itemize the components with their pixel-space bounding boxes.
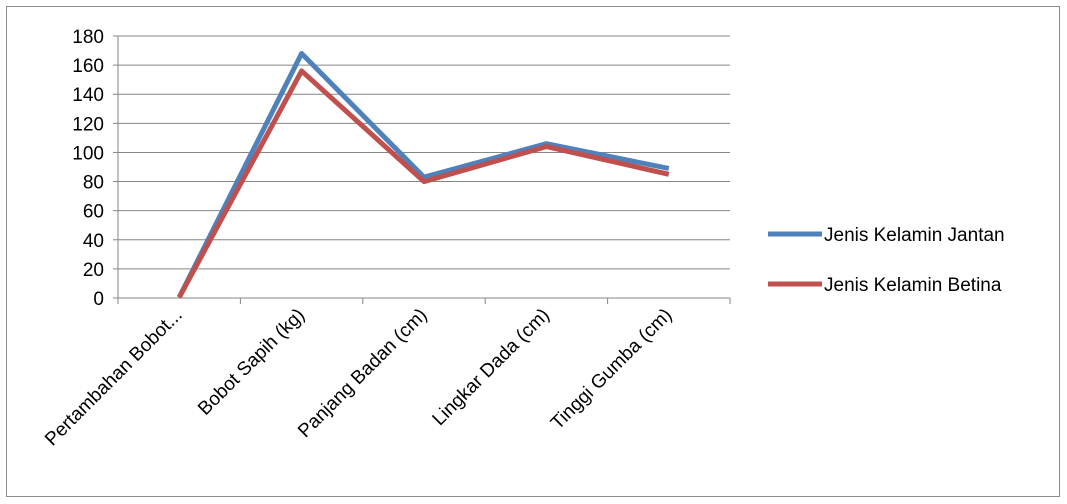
- x-tick-label: Tinggi Gumba (cm): [547, 305, 676, 434]
- legend-label: Jenis Kelamin Betina: [824, 275, 1002, 296]
- x-axis-ticks: Pertambahan Bobot... Bobot Sapih (kg)Panj…: [41, 298, 731, 451]
- y-tick-label: 0: [93, 289, 104, 310]
- y-tick-label: 60: [83, 202, 104, 223]
- y-tick-label: 140: [72, 85, 104, 106]
- y-tick-label: 120: [72, 114, 104, 135]
- y-tick-label: 40: [83, 231, 104, 252]
- line-chart: 0 20 40 60 80 100 120 140 160 180 Pertambahan Bob…: [41, 27, 1005, 451]
- x-tick-label: Bobot Sapih (kg): [194, 305, 309, 420]
- series-line-betina: [177, 68, 670, 299]
- chart-frame: 0 20 40 60 80 100 120 140 160 180 Pertambahan Bob…: [6, 6, 1060, 497]
- y-tick-label: 160: [72, 56, 104, 77]
- y-tick-label: 20: [83, 260, 104, 281]
- legend: Jenis Kelamin Jantan Jenis Kelamin Betina: [768, 225, 1005, 296]
- series-line-jantan: [176, 50, 670, 299]
- y-axis-ticks: 0 20 40 60 80 100 120 140 160 180: [72, 27, 118, 310]
- axes: [117, 36, 730, 299]
- x-tick-label: Panjang Badan (cm): [294, 305, 431, 442]
- x-tick-label: Lingkar Dada (cm): [429, 305, 554, 430]
- y-tick-label: 180: [72, 27, 104, 48]
- legend-label: Jenis Kelamin Jantan: [824, 225, 1005, 246]
- y-tick-label: 100: [72, 143, 104, 164]
- series-lines: [176, 50, 670, 299]
- x-tick-label: Pertambahan Bobot...: [41, 305, 187, 451]
- y-tick-label: 80: [83, 173, 104, 194]
